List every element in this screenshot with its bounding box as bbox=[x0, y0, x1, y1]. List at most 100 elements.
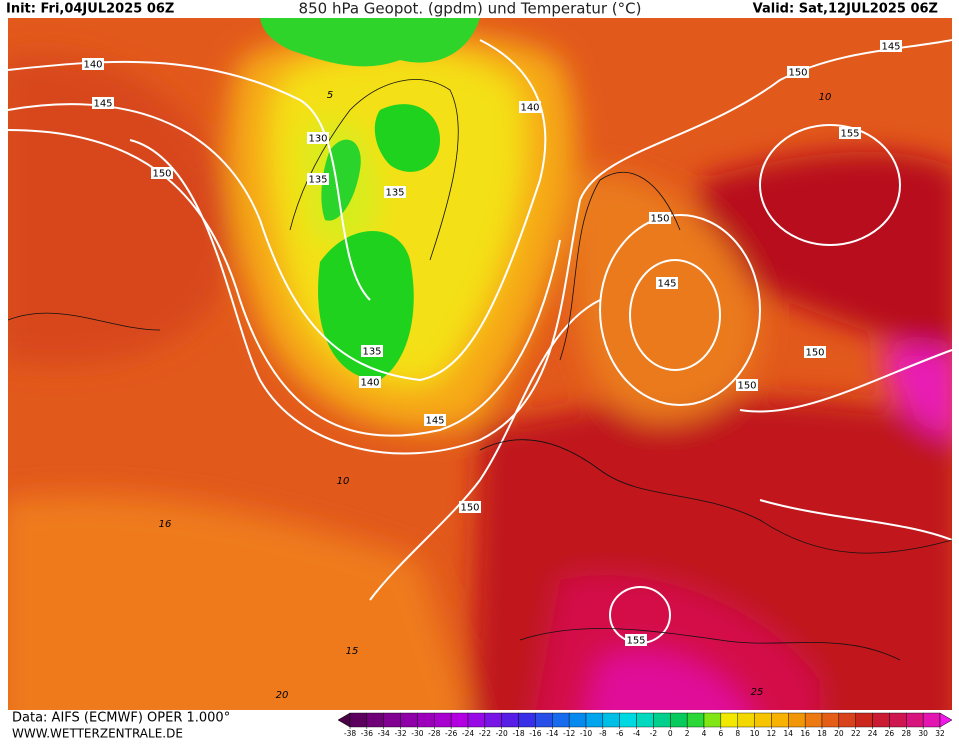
scale-bin bbox=[602, 712, 620, 728]
scale-tick-label: -26 bbox=[445, 729, 457, 738]
scale-tick-label: 24 bbox=[868, 729, 878, 738]
temperature-label: 10 bbox=[337, 476, 350, 487]
contour-label-box bbox=[839, 127, 861, 139]
scale-bin bbox=[636, 712, 654, 728]
scale-bin bbox=[922, 712, 941, 728]
scale-tick-label: -10 bbox=[580, 729, 592, 738]
scale-tick-label: 28 bbox=[902, 729, 912, 738]
scale-bin bbox=[552, 712, 570, 728]
scale-bin bbox=[804, 712, 823, 728]
scale-bin bbox=[518, 712, 536, 728]
contour-label-box bbox=[307, 132, 329, 144]
scale-bin bbox=[434, 712, 452, 728]
temperature-label: 15 bbox=[346, 646, 359, 657]
geopotential-label: 135 bbox=[362, 347, 381, 358]
scale-tick-label: 26 bbox=[885, 729, 895, 738]
geopotential-label: 145 bbox=[425, 416, 444, 427]
scale-tick-label: 8 bbox=[735, 729, 740, 738]
geopotential-label: 150 bbox=[805, 348, 824, 359]
contour-label-box bbox=[736, 379, 758, 391]
geopotential-label: 140 bbox=[520, 103, 539, 114]
scale-bin bbox=[467, 712, 486, 728]
geopotential-label: 140 bbox=[360, 378, 379, 389]
geopotential-label: 150 bbox=[460, 503, 479, 514]
scale-tick-label: 4 bbox=[702, 729, 707, 738]
scale-end-high bbox=[939, 712, 953, 728]
coastlines bbox=[8, 79, 952, 661]
scale-tick-label: -34 bbox=[378, 729, 390, 738]
scale-bin bbox=[821, 712, 840, 728]
scale-bin bbox=[619, 712, 637, 728]
geopotential-label: 150 bbox=[788, 68, 807, 79]
scale-bin bbox=[855, 712, 873, 728]
scale-tick-label: 6 bbox=[718, 729, 723, 738]
scale-tick-label: 16 bbox=[800, 729, 810, 738]
color-scale: -38 -36 -34 -32 -30 -28 -26 -24 -22 -20 -18 -16 -14-… bbox=[337, 712, 953, 738]
scale-bin bbox=[383, 712, 401, 728]
scale-bin bbox=[349, 712, 368, 728]
scale-bin bbox=[366, 712, 384, 728]
scale-bin bbox=[585, 712, 604, 728]
contour-label-box bbox=[151, 167, 173, 179]
scale-tick-label: 2 bbox=[685, 729, 690, 738]
scale-tick-label: -8 bbox=[599, 729, 607, 738]
geopotential-label: 150 bbox=[152, 169, 171, 180]
temperature-label: 16 bbox=[159, 519, 172, 530]
scale-bin bbox=[771, 712, 789, 728]
scale-tick-label: -20 bbox=[496, 729, 508, 738]
contour-label-box bbox=[880, 40, 902, 52]
scale-bin bbox=[450, 712, 469, 728]
contour-label-box bbox=[625, 634, 647, 646]
scale-bin bbox=[484, 712, 502, 728]
scale-tick-label: -32 bbox=[394, 729, 406, 738]
geopotential-label: 150 bbox=[737, 381, 756, 392]
geopotential-label: 135 bbox=[385, 188, 404, 199]
scale-bin bbox=[535, 712, 553, 728]
scale-tick-label: -16 bbox=[529, 729, 541, 738]
scale-bin bbox=[400, 712, 418, 728]
geopotential-label: 145 bbox=[93, 99, 112, 110]
scale-bin bbox=[889, 712, 907, 728]
scale-bin bbox=[720, 712, 738, 728]
scale-tick-label: -22 bbox=[479, 729, 491, 738]
scale-bin bbox=[703, 712, 722, 728]
scale-tick-label: 10 bbox=[750, 729, 760, 738]
scale-tick-label: 14 bbox=[784, 729, 794, 738]
scale-tick-label: -12 bbox=[563, 729, 575, 738]
geopotential-contours bbox=[8, 39, 952, 644]
geopotential-label: 150 bbox=[650, 214, 669, 225]
contour-label-box bbox=[787, 66, 809, 78]
scale-bin bbox=[670, 712, 688, 728]
scale-bin bbox=[417, 712, 435, 728]
scale-tick-label: -14 bbox=[546, 729, 558, 738]
scale-tick-label: -2 bbox=[650, 729, 658, 738]
scale-bin bbox=[737, 712, 755, 728]
map-title: 850 hPa Geopot. (gpdm) und Temperatur (°… bbox=[299, 0, 642, 18]
scale-tick-label: 30 bbox=[918, 729, 928, 738]
geopotential-label: 140 bbox=[83, 60, 102, 71]
contour-label-box bbox=[459, 501, 481, 513]
contour-label-box bbox=[656, 277, 678, 289]
scale-bin bbox=[754, 712, 772, 728]
init-time: Init: Fri,04JUL2025 06Z bbox=[6, 2, 174, 17]
website: WWW.WETTERZENTRALE.DE bbox=[12, 727, 183, 741]
scale-tick-label: 20 bbox=[834, 729, 844, 738]
scale-tick-label: 18 bbox=[817, 729, 827, 738]
scale-bin bbox=[653, 712, 671, 728]
contour-label-box bbox=[359, 376, 381, 388]
scale-tick-label: -28 bbox=[428, 729, 440, 738]
scale-tick-label: -38 bbox=[344, 729, 356, 738]
scale-tick-label: -6 bbox=[616, 729, 624, 738]
map-area bbox=[8, 18, 952, 710]
scale-bin bbox=[906, 712, 924, 728]
geopotential-label: 135 bbox=[308, 175, 327, 186]
temperature-label: 25 bbox=[751, 687, 764, 698]
geopotential-label: 145 bbox=[881, 42, 900, 53]
scale-bin bbox=[788, 712, 806, 728]
scale-tick-label: -30 bbox=[411, 729, 423, 738]
geopotential-label: 155 bbox=[626, 636, 645, 647]
scale-bin bbox=[568, 712, 587, 728]
valid-time: Valid: Sat,12JUL2025 06Z bbox=[753, 2, 938, 17]
scale-tick-label: -24 bbox=[462, 729, 474, 738]
